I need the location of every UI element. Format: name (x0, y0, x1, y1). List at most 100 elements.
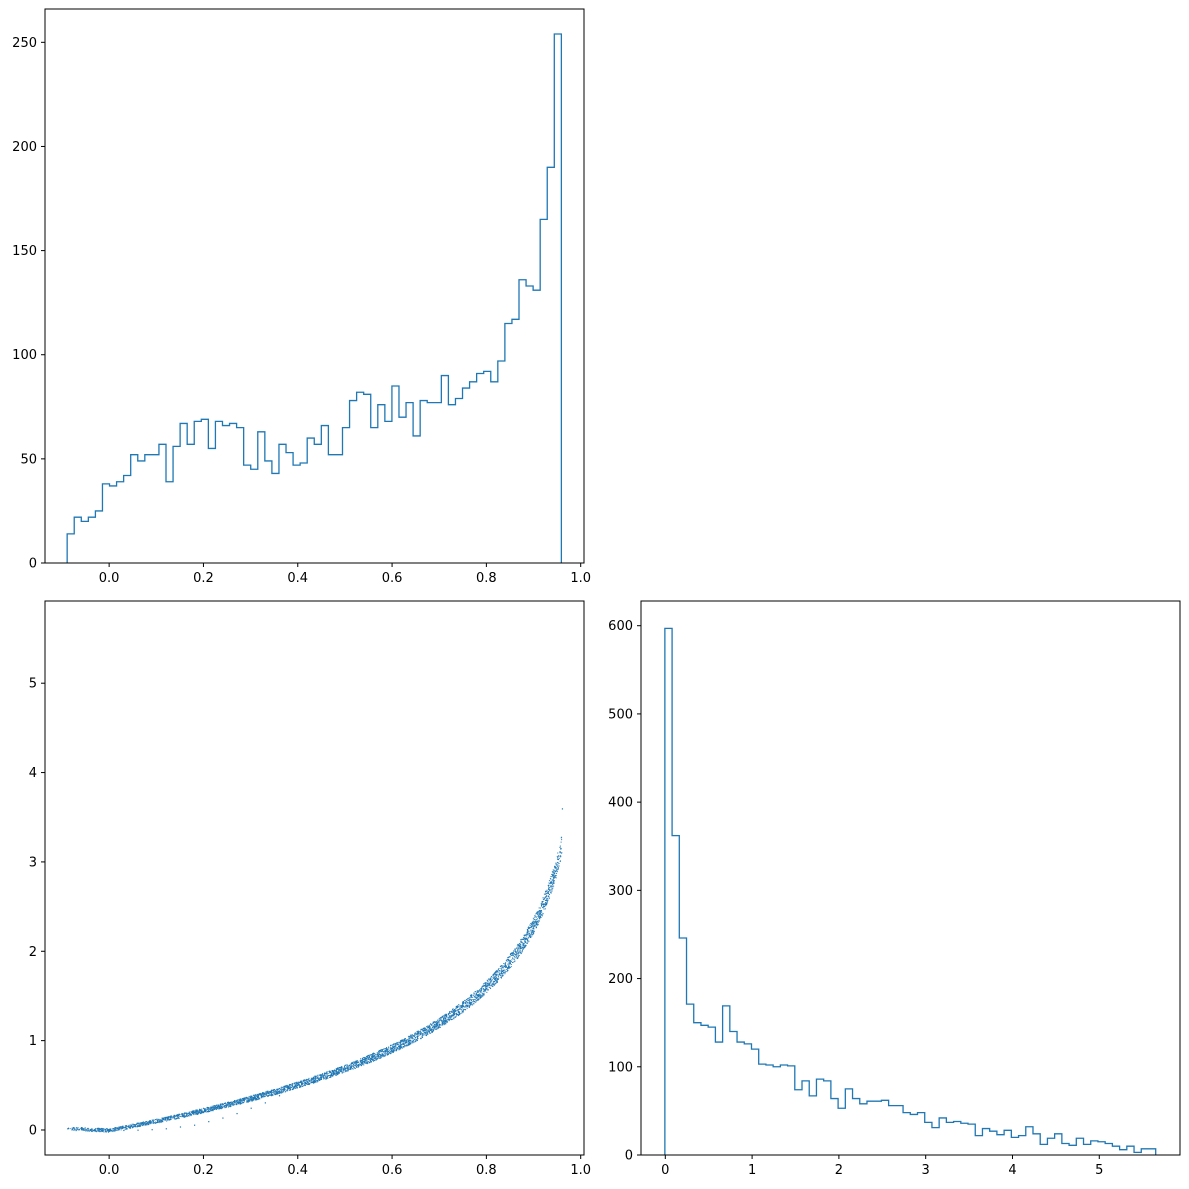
histogram-bin (110, 486, 117, 563)
scatter-point (287, 1087, 289, 1089)
scatter-point (246, 1097, 248, 1099)
scatter-point (546, 899, 548, 901)
scatter-point (183, 1114, 185, 1116)
scatter-point (284, 1089, 286, 1091)
scatter-point (355, 1063, 357, 1065)
scatter-point (283, 1086, 285, 1088)
scatter-point (481, 996, 483, 998)
scatter-point (386, 1054, 388, 1056)
scatter-point (492, 982, 494, 984)
scatter-point (196, 1113, 198, 1115)
scatter-point (524, 936, 526, 938)
scatter-point (300, 1080, 302, 1082)
scatter-point (496, 970, 498, 972)
scatter-point (351, 1067, 353, 1069)
scatter-point (485, 983, 487, 985)
histogram-bin (694, 1023, 701, 1155)
scatter-point (337, 1068, 339, 1070)
scatter-point (556, 869, 558, 871)
scatter-point (274, 1090, 276, 1092)
scatter-point (209, 1110, 211, 1112)
scatter-point (446, 1013, 448, 1015)
histogram-bin (744, 1044, 751, 1155)
scatter-point (502, 975, 504, 977)
scatter-point (442, 1020, 444, 1022)
scatter-point (468, 1006, 470, 1008)
scatter-point (323, 1074, 325, 1076)
scatter-point (71, 1128, 73, 1130)
scatter-point (313, 1082, 315, 1084)
histogram-bin (166, 482, 173, 563)
scatter-point (200, 1112, 202, 1114)
scatter-point (212, 1107, 214, 1109)
scatter-point (255, 1097, 257, 1099)
scatter-point (543, 903, 545, 905)
histogram-bin (526, 286, 533, 563)
scatter-point (480, 987, 482, 989)
scatter-point (302, 1083, 304, 1085)
scatter-point (438, 1027, 440, 1029)
scatter-point (75, 1129, 77, 1131)
scatter-point (434, 1025, 436, 1027)
scatter-point (538, 913, 540, 915)
scatter-point (272, 1090, 274, 1092)
scatter-point (453, 1014, 455, 1016)
scatter-point (410, 1042, 412, 1044)
scatter-point (300, 1082, 302, 1084)
scatter-point (195, 1109, 197, 1111)
scatter-point (276, 1091, 278, 1093)
histogram-bin (364, 394, 371, 563)
scatter-point (229, 1105, 231, 1107)
scatter-point (378, 1057, 380, 1059)
scatter-point (432, 1030, 434, 1032)
scatter-point (122, 1125, 124, 1127)
scatter-point (515, 952, 517, 954)
scatter-point (550, 878, 552, 880)
scatter-point (185, 1116, 187, 1118)
scatter-point (482, 985, 484, 987)
scatter-point (214, 1108, 216, 1110)
scatter-point (432, 1021, 434, 1023)
scatter-point (440, 1018, 442, 1020)
scatter-point (487, 984, 489, 986)
scatter-point (257, 1095, 259, 1097)
scatter-point (268, 1091, 270, 1093)
scatter-point (417, 1032, 419, 1034)
scatter-point (372, 1058, 374, 1060)
scatter-point (265, 1095, 267, 1096)
plot-area (664, 627, 1157, 1155)
scatter-point (221, 1104, 223, 1106)
scatter-point (308, 1082, 310, 1084)
scatter-point (404, 1042, 406, 1044)
scatter-point (185, 1112, 187, 1114)
scatter-point (473, 1000, 475, 1002)
scatter-point (432, 1022, 434, 1024)
scatter-point (409, 1040, 411, 1042)
scatter-point (262, 1094, 264, 1096)
scatter-point (150, 1122, 152, 1124)
scatter-point (315, 1081, 317, 1083)
scatter-point (269, 1091, 271, 1093)
scatter-point (265, 1094, 267, 1096)
scatter-point (508, 964, 510, 966)
scatter-point (279, 1089, 281, 1091)
scatter-point (361, 1063, 363, 1065)
scatter-point (556, 871, 558, 873)
y-tick-label: 300 (608, 884, 633, 899)
scatter-point (347, 1067, 349, 1069)
scatter-point (553, 873, 555, 875)
scatter-point (552, 878, 554, 881)
scatter-point (538, 910, 540, 912)
scatter-point (328, 1070, 330, 1072)
scatter-point (473, 995, 475, 997)
scatter-point (416, 1040, 418, 1042)
scatter-point (419, 1030, 421, 1032)
scatter-point (146, 1124, 148, 1126)
scatter-point (156, 1119, 158, 1121)
scatter-point (83, 1129, 85, 1131)
histogram-bin (1033, 1134, 1040, 1155)
scatter-point (261, 1097, 263, 1099)
scatter-point (175, 1118, 177, 1120)
scatter-point (515, 947, 517, 949)
scatter-point (105, 1130, 107, 1132)
